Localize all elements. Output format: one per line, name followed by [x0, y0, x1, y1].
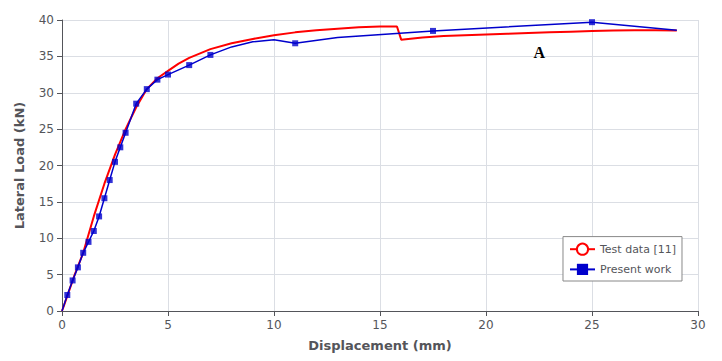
svg-text:5: 5 [164, 318, 172, 332]
svg-text:Test data [11]: Test data [11] [599, 243, 676, 256]
svg-text:25: 25 [584, 318, 599, 332]
svg-text:30: 30 [39, 86, 54, 100]
svg-text:15: 15 [372, 318, 387, 332]
svg-text:Present work: Present work [600, 263, 672, 276]
svg-text:A: A [533, 44, 545, 61]
svg-text:35: 35 [39, 49, 54, 63]
svg-text:10: 10 [266, 318, 281, 332]
svg-text:25: 25 [39, 122, 54, 136]
svg-text:30: 30 [690, 318, 705, 332]
svg-text:40: 40 [39, 13, 54, 27]
svg-text:20: 20 [478, 318, 493, 332]
svg-text:15: 15 [39, 195, 54, 209]
svg-text:10: 10 [39, 231, 54, 245]
svg-text:0: 0 [58, 318, 66, 332]
svg-text:20: 20 [39, 159, 54, 173]
svg-text:5: 5 [46, 268, 54, 282]
svg-text:Displacement (mm): Displacement (mm) [308, 338, 451, 353]
svg-text:Lateral Load (kN): Lateral Load (kN) [12, 102, 27, 229]
svg-text:0: 0 [46, 304, 54, 318]
